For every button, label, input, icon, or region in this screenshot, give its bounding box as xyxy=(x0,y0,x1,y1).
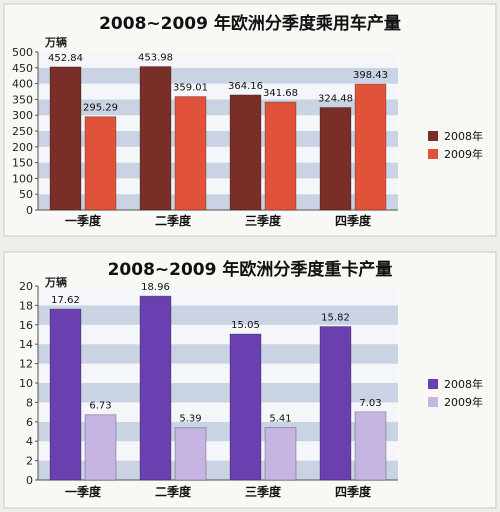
grid-band xyxy=(38,52,398,68)
y-tick-label: 50 xyxy=(19,188,33,201)
chart-title: 2008~2009 年欧洲分季度乘用车产量 xyxy=(99,13,401,34)
grid-band xyxy=(38,460,398,480)
category-label: 四季度 xyxy=(335,213,372,228)
y-tick-label: 300 xyxy=(12,109,33,122)
grid-band xyxy=(38,286,398,306)
y-tick-label: 18 xyxy=(19,299,33,312)
legend-label: 2008年 xyxy=(444,377,483,391)
grid-band xyxy=(38,441,398,461)
legend-swatch-2009 xyxy=(428,149,438,159)
legend-label: 2009年 xyxy=(444,147,483,161)
y-tick-label: 150 xyxy=(12,157,33,170)
grid-band xyxy=(38,344,398,364)
bar-value-label: 6.73 xyxy=(89,401,111,412)
passenger-car-chart: 0 50 100 150 200 250 300 350 400 450 500 2008~2009 … xyxy=(3,3,497,237)
y-tick-label: 450 xyxy=(12,62,33,75)
y-tick-label: 400 xyxy=(12,78,33,91)
bar-value-label: 15.05 xyxy=(231,320,260,331)
bar-2009 xyxy=(264,427,297,481)
y-axis-unit: 万辆 xyxy=(44,35,67,49)
y-tick-label: 100 xyxy=(12,172,33,185)
chart-title: 2008~2009 年欧洲分季度重卡产量 xyxy=(108,259,393,280)
grid-band xyxy=(38,402,398,422)
bar-value-label: 5.39 xyxy=(179,414,201,425)
category-label: 二季度 xyxy=(155,213,192,228)
y-tick-label: 250 xyxy=(12,125,33,138)
grid-band xyxy=(38,99,398,116)
category-label: 三季度 xyxy=(245,213,282,228)
legend-label: 2008年 xyxy=(444,129,483,143)
category-label: 三季度 xyxy=(245,484,282,499)
grid-band xyxy=(38,162,398,179)
bar-value-label: 5.41 xyxy=(269,414,291,425)
bar-2009 xyxy=(174,96,207,211)
y-tick-label: 0 xyxy=(26,474,33,487)
legend-swatch-2009 xyxy=(428,397,438,407)
bar-2009 xyxy=(354,411,387,481)
bar-2008 xyxy=(139,66,172,211)
legend-label: 2009年 xyxy=(444,395,483,409)
y-tick-label: 4 xyxy=(26,435,33,448)
y-tick-label: 20 xyxy=(19,280,33,293)
grid-band xyxy=(38,146,398,163)
grid-band xyxy=(38,131,398,147)
y-tick-label: 12 xyxy=(19,358,33,371)
grid-band xyxy=(38,305,398,325)
grid-band xyxy=(38,383,398,403)
bar-value-label: 398.43 xyxy=(353,70,388,81)
bar-2008 xyxy=(49,66,82,211)
bar-2009 xyxy=(84,116,117,211)
bar-value-label: 453.98 xyxy=(138,53,173,64)
bar-value-label: 15.82 xyxy=(321,313,350,324)
y-tick-label: 2 xyxy=(26,455,33,468)
bar-value-label: 17.62 xyxy=(51,295,80,306)
legend-swatch-2008 xyxy=(428,379,438,389)
grid-band xyxy=(38,178,398,195)
grid-band xyxy=(38,324,398,345)
bar-value-label: 324.48 xyxy=(318,93,353,104)
grid-band xyxy=(38,421,398,442)
grid-band xyxy=(38,67,398,84)
category-label: 一季度 xyxy=(65,484,102,499)
grid-band xyxy=(38,83,398,100)
y-tick-label: 6 xyxy=(26,416,33,429)
bar-value-label: 341.68 xyxy=(263,88,298,99)
y-tick-label: 0 xyxy=(26,204,33,217)
bar-value-label: 18.96 xyxy=(141,282,170,293)
y-tick-label: 200 xyxy=(12,141,33,154)
bar-2008 xyxy=(319,106,352,211)
category-label: 二季度 xyxy=(155,484,192,499)
bar-2009 xyxy=(174,427,207,481)
y-tick-label: 350 xyxy=(12,93,33,106)
bar-2008 xyxy=(229,333,262,481)
y-tick-label: 8 xyxy=(26,396,33,409)
bar-value-label: 7.03 xyxy=(359,398,381,409)
y-tick-label: 14 xyxy=(19,338,33,351)
bar-value-label: 452.84 xyxy=(48,53,83,64)
grid-band xyxy=(38,194,398,210)
category-label: 一季度 xyxy=(65,213,102,228)
bar-2008 xyxy=(229,94,262,211)
grid-band xyxy=(38,115,398,131)
y-tick-label: 10 xyxy=(19,377,33,390)
bar-2008 xyxy=(139,295,172,481)
grid-band xyxy=(38,363,398,383)
y-tick-label: 500 xyxy=(12,46,33,59)
bar-value-label: 295.29 xyxy=(83,103,118,114)
bar-2008 xyxy=(319,326,352,481)
y-axis-unit: 万辆 xyxy=(44,275,67,289)
bar-2009 xyxy=(264,101,297,211)
y-tick-label: 16 xyxy=(19,319,33,332)
bar-value-label: 359.01 xyxy=(173,83,208,94)
bar-2009 xyxy=(84,414,117,481)
bar-2008 xyxy=(49,308,82,481)
bar-value-label: 364.16 xyxy=(228,81,263,92)
bar-2009 xyxy=(354,83,387,211)
category-label: 四季度 xyxy=(335,484,372,499)
legend-swatch-2008 xyxy=(428,131,438,141)
